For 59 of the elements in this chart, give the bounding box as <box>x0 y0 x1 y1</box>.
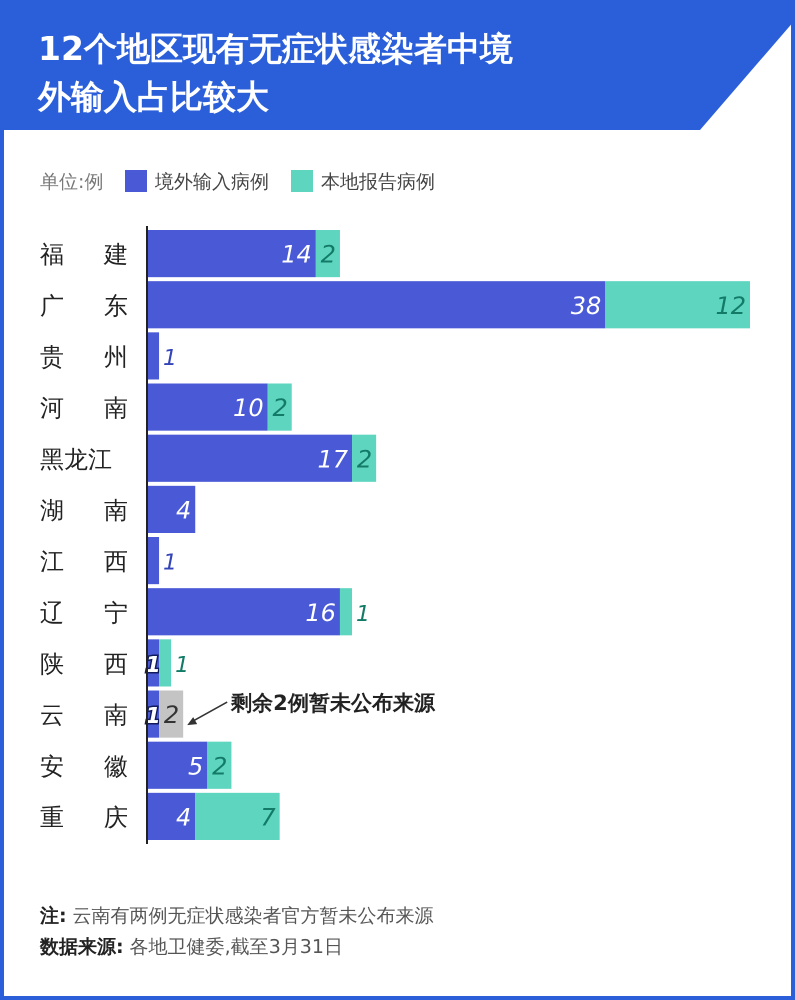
annotation: 剩余2例暂未公布来源 <box>230 691 436 716</box>
bar <box>147 742 208 789</box>
text: 注: 云南有两例无症状感染者官方暂未公布来源 <box>39 905 434 927</box>
y-tick-label: 云南 <box>40 701 128 730</box>
bar <box>340 588 352 636</box>
bar <box>147 486 196 533</box>
data-label: 7 <box>260 803 276 832</box>
data-label: 16 <box>305 598 336 627</box>
data-label: 2 <box>356 445 372 474</box>
bar <box>268 384 292 431</box>
y-tick-label: 黑龙江 <box>40 445 112 474</box>
y-tick-label: 河南 <box>40 394 128 422</box>
data-label: 38 <box>570 292 602 320</box>
data-label: 1 <box>145 704 161 730</box>
data-label: 2 <box>320 240 336 269</box>
y-tick-label: 江西 <box>40 548 128 576</box>
bar <box>159 639 172 686</box>
bar <box>316 230 340 278</box>
bar <box>195 792 280 840</box>
data-label: 2 <box>272 394 288 422</box>
legend-title: 单位:例 <box>40 171 104 193</box>
data-label: 4 <box>176 496 192 524</box>
bar <box>147 230 316 278</box>
bar <box>147 384 268 431</box>
legend-label: 境外输入病例 <box>154 171 269 193</box>
chart-title: 12个地区现有无症状感染者中境外输入占比较大 <box>37 29 513 116</box>
data-label: 14 <box>281 240 312 269</box>
bar <box>605 281 750 328</box>
data-label: 17 <box>317 445 349 474</box>
bar <box>147 588 340 636</box>
data-label: 12 <box>715 292 746 320</box>
y-tick-label: 贵州 <box>40 342 128 371</box>
data-label: 5 <box>188 752 204 780</box>
data-label: 2 <box>212 752 228 780</box>
bar <box>207 742 232 789</box>
data-label: 1 <box>145 652 161 678</box>
data-label: 1 <box>163 346 178 371</box>
y-tick-label: 辽宁 <box>40 598 128 627</box>
data-label: 10 <box>233 394 264 422</box>
bar <box>147 537 160 584</box>
bar <box>147 332 160 380</box>
y-tick-label: 福建 <box>40 240 128 269</box>
source-note: 数据来源: 各地卫健委,截至3月31日 <box>39 936 343 958</box>
y-tick-label: 广东 <box>40 292 128 320</box>
legend-label: 本地报告病例 <box>321 171 435 193</box>
bar <box>147 281 606 328</box>
y-tick-label: 湖南 <box>40 496 128 524</box>
data-label: 2 <box>164 701 180 730</box>
bar <box>147 792 196 840</box>
bar <box>352 434 376 482</box>
y-tick-label: 陕西 <box>40 650 128 678</box>
bar <box>159 690 184 738</box>
data-label: 4 <box>176 803 192 832</box>
data-label: 1 <box>356 602 370 627</box>
data-label: 1 <box>163 550 178 576</box>
y-tick-label: 安徽 <box>40 752 128 780</box>
bar <box>147 434 352 482</box>
data-label: 1 <box>175 652 190 678</box>
y-tick-label: 重庆 <box>40 803 128 832</box>
